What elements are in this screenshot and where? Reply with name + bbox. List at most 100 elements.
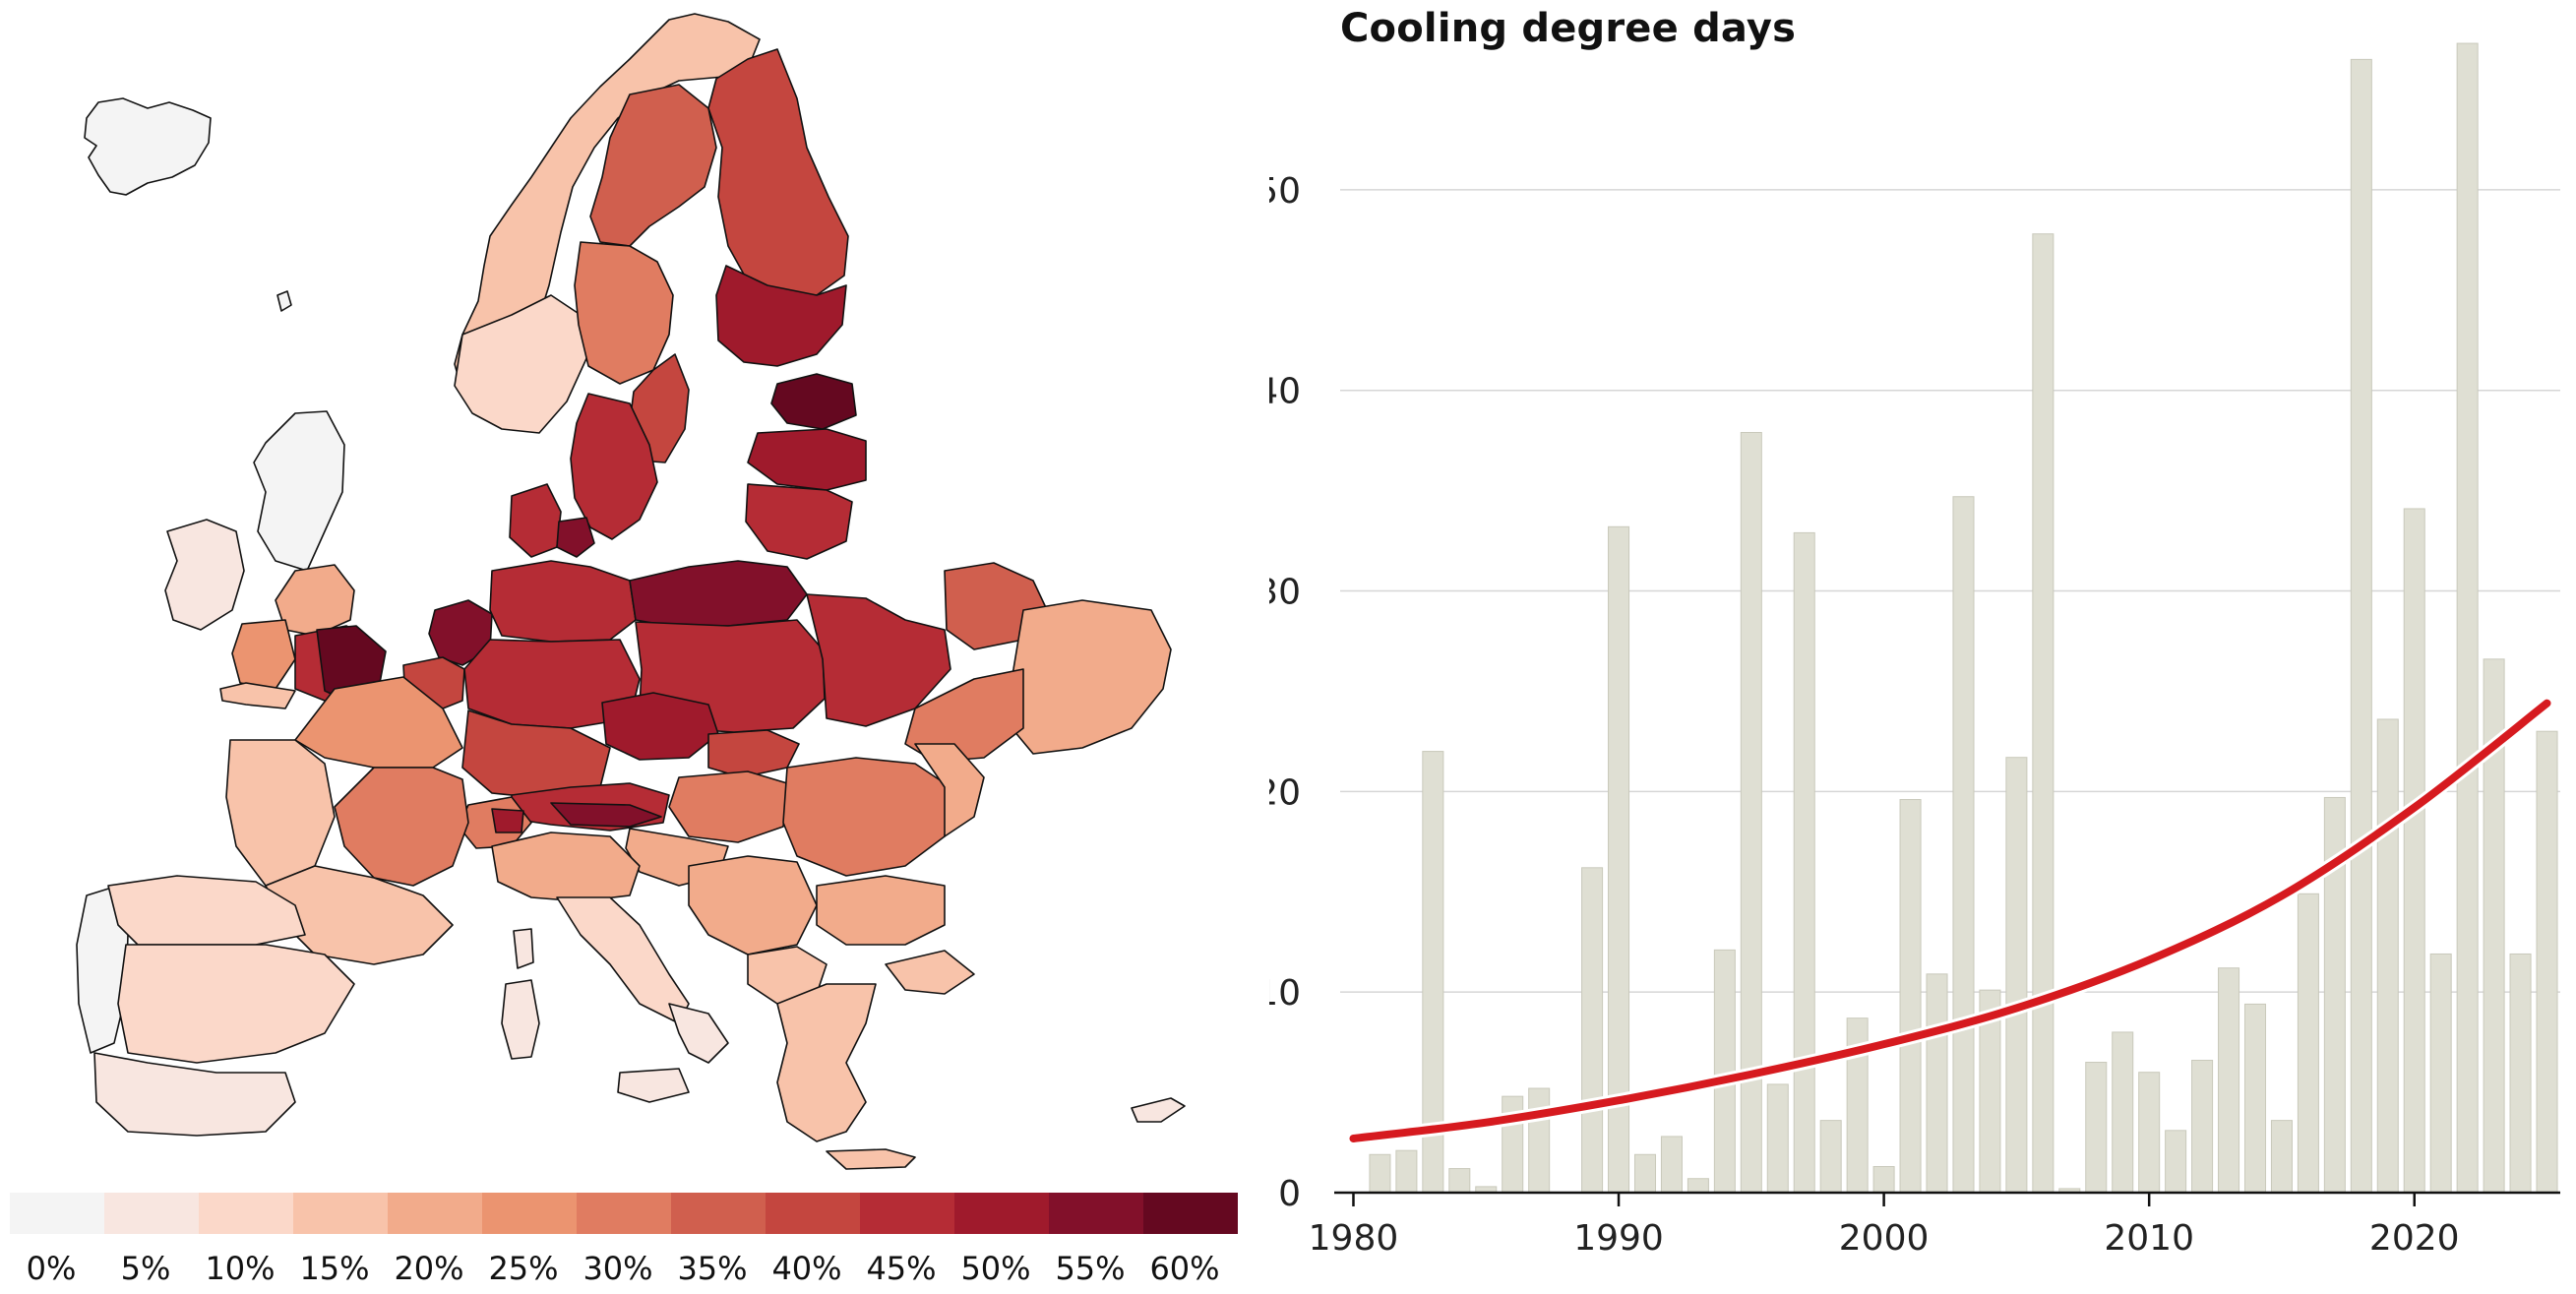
legend-label: 15% [299,1250,369,1287]
legend-swatch [482,1193,577,1234]
bar [2032,233,2055,1194]
bar [1819,1120,1842,1194]
region-slovakia [707,729,800,778]
legend-label: 30% [583,1250,652,1287]
region-ukraine-mid [904,668,1024,763]
legend-label: 50% [960,1250,1030,1287]
legend-label: 20% [394,1250,463,1287]
region-sweden-mid [574,241,674,385]
region-france-south [265,865,454,965]
region-germany-north [489,560,637,643]
region-iceland [84,97,212,196]
region-france-west [225,739,336,887]
region-switzerland-ticino [491,808,524,833]
region-france-east [334,767,469,887]
region-faroe [276,290,292,312]
bar [2536,730,2558,1194]
bar [1633,1153,1657,1194]
x-tick-label: 1990 [1573,1218,1664,1259]
legend-label: 55% [1055,1250,1125,1287]
region-cornwall [219,682,296,709]
bar [1713,949,1736,1194]
bar [1687,1178,1709,1194]
europe-map-panel: 0% 5% 10% 15% 20% 25% 30% 35% 40% 45% 50% 55% 60% [0,0,1269,1290]
map-legend: 0% 5% 10% 15% 20% 25% 30% 35% 40% 45% 50% 55% 60% [10,1193,1238,1287]
legend-swatch [388,1193,482,1234]
region-italy-north [491,832,641,902]
y-tick-label: 10 [1269,973,1301,1014]
bar [1528,1087,1551,1194]
region-crete [826,1148,916,1170]
region-lithuania [745,483,853,560]
region-spain-north [107,875,306,946]
y-tick-label: 0 [1278,1174,1301,1214]
x-tick-label: 2000 [1839,1218,1930,1259]
region-spain-south [93,1052,296,1137]
bar [2297,893,2319,1194]
bar-chart-plot: 0 10 20 30 40 50 1980 1990 2000 2010 2020 [1256,42,2560,1259]
bar [1766,1083,1789,1194]
cooling-degree-days-chart: Cooling degree days 0 10 20 30 40 50 1980 1990 2… [1256,0,2576,1290]
legend-swatch [1143,1193,1238,1234]
legend-swatch [671,1193,766,1234]
region-sweden-south [570,393,658,540]
bar [2218,967,2240,1194]
region-moldova [914,743,985,837]
region-finland-south [715,265,847,367]
bar [2138,1072,2161,1194]
bar [2403,508,2425,1194]
legend-label: 45% [866,1250,936,1287]
legend-swatch [104,1193,199,1234]
x-tick-label: 1980 [1309,1218,1399,1259]
region-italy-south [668,1003,729,1064]
bar [1872,1166,1895,1194]
legend-label: 40% [771,1250,841,1287]
bar [2165,1130,2187,1194]
legend-label: 5% [121,1250,171,1287]
europe-choropleth-map: 0% 5% 10% 15% 20% 25% 30% 35% 40% 45% 50% 55% 60% [10,13,1238,1287]
legend-label: 60% [1149,1250,1219,1287]
bar [2429,953,2452,1194]
bar [2112,1031,2134,1194]
region-bulgaria [816,875,946,946]
legend-swatch [954,1193,1049,1234]
region-latvia [747,428,867,491]
region-ukraine-east [1003,599,1172,755]
bar [2456,42,2479,1194]
region-poland-north [629,560,808,627]
region-turkey-thrace [885,950,975,995]
region-sardinia [501,979,540,1060]
x-tick-label: 2020 [2369,1218,2460,1259]
bar [2270,1120,2293,1194]
bar [1660,1136,1683,1194]
x-tick-label: 2010 [2104,1218,2194,1259]
bar [1369,1153,1391,1194]
bar [2005,757,2028,1194]
legend-swatch [577,1193,671,1234]
region-denmark [509,483,562,558]
region-cyprus [1131,1097,1186,1123]
region-estonia [770,373,857,430]
legend-label: 10% [205,1250,275,1287]
legend-label: 25% [488,1250,558,1287]
legend-label: 35% [677,1250,747,1287]
legend-swatch [860,1193,954,1234]
y-tick-label: 50 [1269,171,1301,212]
region-corsica [513,928,534,969]
legend-swatch [199,1193,293,1234]
bar [1448,1168,1471,1194]
bar [2243,1003,2267,1194]
legend-label: 0% [27,1250,77,1287]
legend-swatch [293,1193,388,1234]
bar [2191,1059,2214,1194]
y-tick-label: 30 [1269,573,1301,613]
region-serbia-bosnia [688,855,818,955]
legend-swatch [766,1193,860,1234]
bar [1899,799,1922,1194]
region-sicily [617,1068,690,1103]
region-scotland [253,410,345,572]
region-hungary [668,770,788,843]
region-denmark-islands [556,517,595,558]
y-tick-label: 40 [1269,372,1301,412]
region-czechia [601,692,719,761]
